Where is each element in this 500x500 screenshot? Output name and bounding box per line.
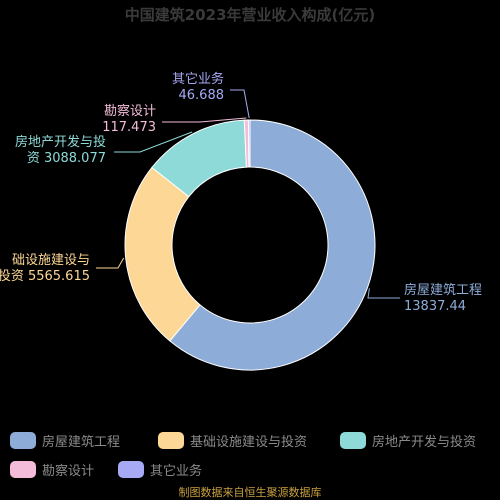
slice-label-1-line-0: 础设施建设与 — [12, 253, 90, 268]
slice-label-0-line-0: 房屋建筑工程 — [404, 282, 482, 298]
slice-label-3-line-0: 勘察设计 — [104, 104, 156, 119]
legend-label-3: 勘察设计 — [42, 464, 94, 479]
source-note: 制图数据来自恒生聚源数据库 — [179, 485, 322, 499]
leader-line-4 — [230, 89, 250, 119]
legend-swatch-3 — [10, 461, 36, 478]
legend-swatch-0 — [10, 432, 36, 449]
legend-label-0: 房屋建筑工程 — [42, 434, 120, 450]
chart-title: 中国建筑2023年营业收入构成(亿元) — [125, 6, 375, 24]
slice-label-4-line-0: 其它业务 — [172, 71, 224, 87]
legend-swatch-4 — [118, 461, 144, 478]
slice-4 — [247, 119, 251, 168]
legend-label-1: 基础设施建设与投资 — [190, 434, 307, 450]
slice-label-2-line-1: 资 3088.077 — [27, 151, 106, 166]
leader-line-2 — [114, 131, 193, 153]
legend-label-4: 其它业务 — [150, 463, 202, 479]
slice-label-4-line-1: 46.688 — [179, 88, 225, 103]
donut-slices — [124, 119, 376, 371]
leader-line-1 — [96, 257, 125, 269]
legend-swatch-2 — [340, 432, 366, 449]
slice-label-0-line-1: 13837.44 — [404, 299, 466, 314]
legend-swatch-1 — [158, 432, 184, 449]
legend-label-2: 房地产开发与投资 — [372, 434, 476, 450]
slice-label-1-line-1: 投资 5565.615 — [0, 268, 90, 284]
leader-line-0 — [367, 288, 400, 299]
slice-0 — [169, 119, 376, 371]
slice-label-3-line-1: 117.473 — [102, 120, 156, 135]
slice-label-2-line-0: 房地产开发与投 — [15, 134, 106, 150]
leader-line-3 — [162, 117, 247, 123]
